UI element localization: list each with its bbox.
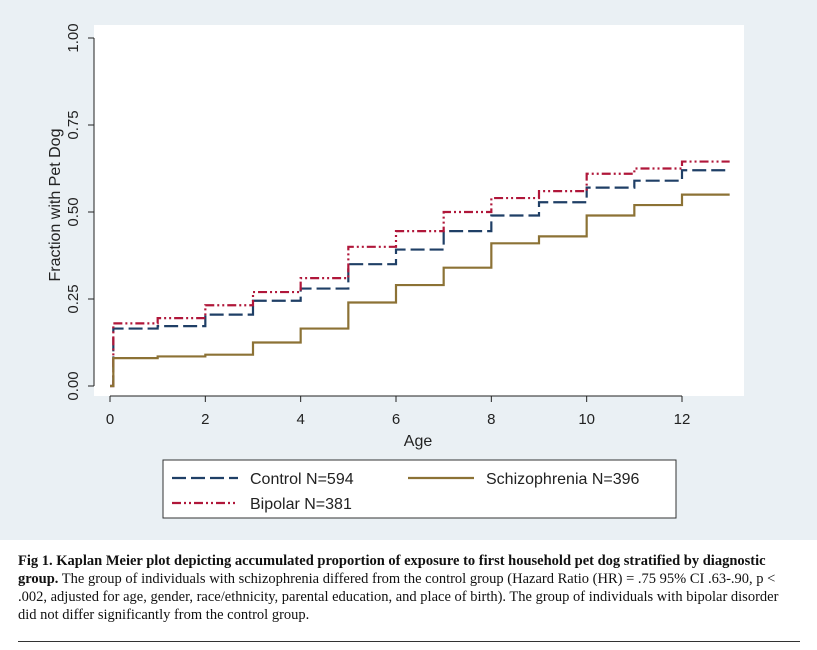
axes: 0.00 0.25 0.50 0.75 1.00 Fraction with Pet Do… bbox=[47, 23, 690, 450]
x-tick-label: 0 bbox=[106, 411, 114, 428]
x-tick-label: 12 bbox=[674, 411, 691, 428]
figure-caption: Fig 1. Kaplan Meier plot depicting accum… bbox=[18, 552, 800, 624]
series-line-2 bbox=[110, 160, 730, 388]
x-tick-label: 8 bbox=[487, 411, 495, 428]
y-tick-label: 0.50 bbox=[65, 197, 82, 226]
series-line-3 bbox=[110, 193, 730, 388]
y-tick-label: 0.00 bbox=[65, 371, 82, 400]
legend-label-3: Schizophrenia N=396 bbox=[486, 471, 640, 488]
caption-bold: Fig 1. Kaplan Meier plot depicting accum… bbox=[18, 553, 766, 587]
x-tick-label: 10 bbox=[578, 411, 595, 428]
x-axis-title: Age bbox=[404, 433, 433, 450]
caption-text: The group of individuals with schizophre… bbox=[18, 571, 779, 623]
y-axis-title: Fraction with Pet Dog bbox=[47, 129, 64, 282]
x-tick-label: 4 bbox=[296, 411, 304, 428]
x-tick-label: 6 bbox=[392, 411, 400, 428]
x-tick-label: 2 bbox=[201, 411, 209, 428]
legend-label-1: Control N=594 bbox=[250, 471, 354, 488]
y-tick-label: 0.75 bbox=[65, 110, 82, 139]
legend-box bbox=[162, 459, 677, 519]
caption-rule bbox=[18, 641, 800, 642]
y-tick-label: 1.00 bbox=[65, 23, 82, 52]
plot-area bbox=[94, 25, 744, 396]
legend: Control N=594 Bipolar N=381 Schizophrenia … bbox=[162, 459, 677, 519]
series-layer bbox=[110, 160, 730, 388]
y-tick-label: 0.25 bbox=[65, 284, 82, 313]
legend-label-2: Bipolar N=381 bbox=[250, 496, 352, 513]
kaplan-meier-chart: 0.00 0.25 0.50 0.75 1.00 Fraction with Pet Do… bbox=[0, 0, 817, 540]
